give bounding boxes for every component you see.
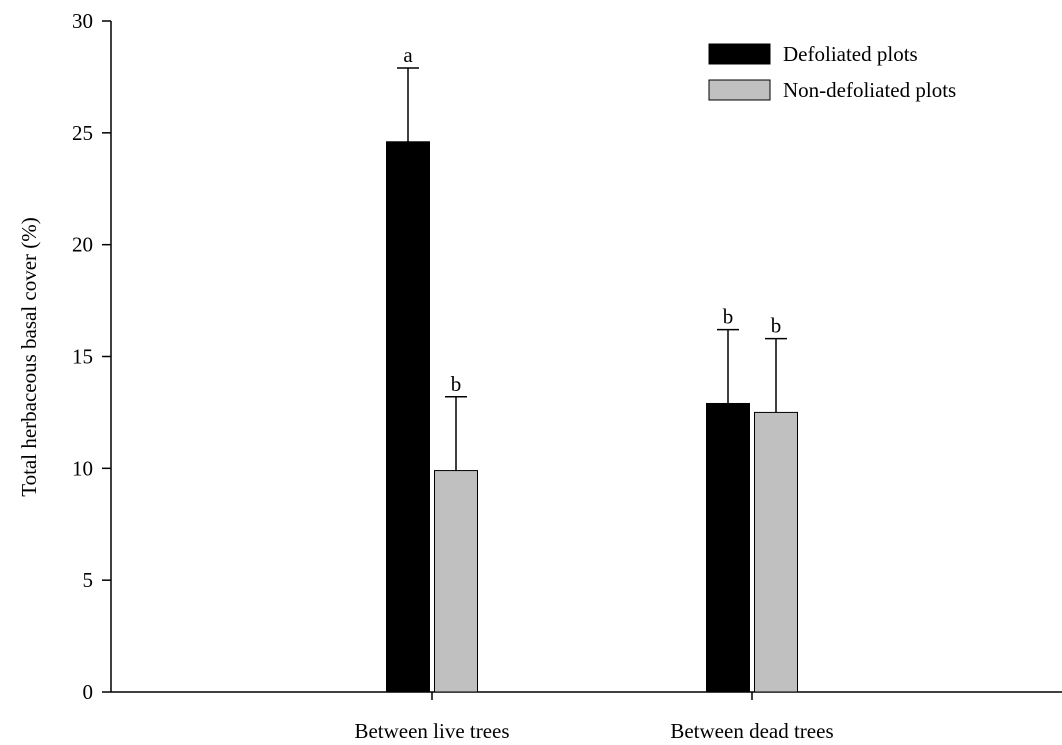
y-tick-label: 0 xyxy=(83,680,94,704)
legend-swatch xyxy=(708,79,771,101)
bar xyxy=(706,402,750,693)
x-tick-label: Between dead trees xyxy=(670,719,833,743)
y-axis-title: Total herbaceous basal cover (%) xyxy=(17,217,41,497)
significance-label: b xyxy=(771,314,782,338)
significance-label: a xyxy=(403,43,413,67)
y-tick-label: 30 xyxy=(72,9,93,33)
legend: Defoliated plots Non-defoliated plots xyxy=(708,42,956,102)
y-tick-label: 20 xyxy=(72,233,93,257)
legend-label: Defoliated plots xyxy=(783,42,918,66)
y-tick-label: 10 xyxy=(72,456,93,480)
bar xyxy=(754,411,798,693)
y-tick-label: 15 xyxy=(72,345,93,369)
bar xyxy=(386,141,430,693)
significance-label: b xyxy=(723,305,734,329)
legend-label: Non-defoliated plots xyxy=(783,78,956,102)
plot-area: 0 5 10 15 20 25 30 Between live trees Between de… xyxy=(72,9,1062,743)
y-tick-label: 5 xyxy=(83,568,94,592)
legend-swatch xyxy=(708,43,771,65)
significance-label: b xyxy=(451,372,462,396)
y-tick-label: 25 xyxy=(72,121,93,145)
bar xyxy=(434,470,478,693)
x-tick-label: Between live trees xyxy=(354,719,509,743)
